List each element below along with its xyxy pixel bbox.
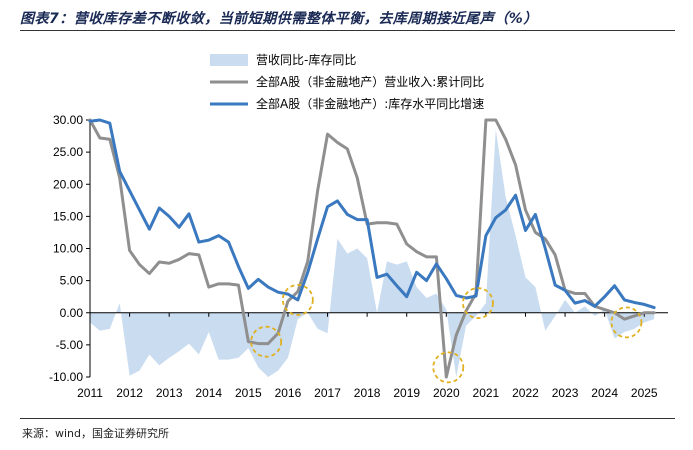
x-tick-label: 2017 (314, 386, 341, 400)
legend-label: 全部A股（非金融地产）:库存水平同比增速 (256, 96, 484, 111)
x-tick-label: 2025 (631, 386, 658, 400)
legend-label: 营收同比-库存同比 (256, 52, 356, 67)
series-line-inventory-growth (88, 118, 656, 310)
y-tick-label: 0.00 (60, 306, 84, 320)
x-tick-label: 2013 (156, 386, 183, 400)
y-tick-label: 10.00 (53, 242, 83, 256)
annotation-circle (462, 287, 494, 320)
series-area-revenue-minus-inventory (90, 129, 655, 377)
y-tick-label: 5.00 (60, 274, 84, 288)
legend-swatch-area (210, 54, 248, 66)
x-tick-label: 2014 (195, 386, 222, 400)
x-tick-label: 2016 (275, 386, 302, 400)
annotation-circle (432, 351, 465, 384)
chart-svg: 30.00 25.00 20.00 15.00 10.00 5.00 0.00 -5.00 -1… (49, 52, 668, 400)
x-tick-label: 2015 (235, 386, 262, 400)
x-tick-label: 2012 (116, 386, 143, 400)
x-tick-label: 2023 (552, 386, 579, 400)
y-tick-label: 15.00 (53, 209, 83, 223)
y-tick-label: 25.00 (53, 145, 83, 159)
source-divider (20, 418, 675, 419)
annotation-circle (281, 283, 314, 316)
y-tick-label: 30.00 (53, 113, 83, 127)
title-divider (20, 30, 675, 31)
series-line-revenue-growth (88, 118, 656, 379)
x-tick-label: 2020 (433, 386, 460, 400)
x-tick-label: 2019 (393, 386, 420, 400)
y-tick-label: 20.00 (53, 177, 83, 191)
x-tick-label: 2022 (512, 386, 539, 400)
annotation-circle (610, 306, 643, 339)
chart-title: 图表7：营收库存差不断收敛，当前短期供需整体平衡，去库周期接近尾声（%） (20, 11, 538, 27)
y-tick-label: -10.00 (49, 370, 83, 384)
x-tick-label: 2018 (354, 386, 381, 400)
y-tick-label: -5.00 (56, 338, 84, 352)
x-tick-label: 2024 (591, 386, 618, 400)
x-tick-label: 2021 (473, 386, 500, 400)
legend-label: 全部A股（非金融地产）营业收入:累计同比 (256, 74, 484, 89)
x-tick-label: 2011 (77, 386, 103, 400)
source-note: 来源：wind，国金证券研究所 (22, 427, 170, 440)
annotation-circle (250, 325, 283, 358)
